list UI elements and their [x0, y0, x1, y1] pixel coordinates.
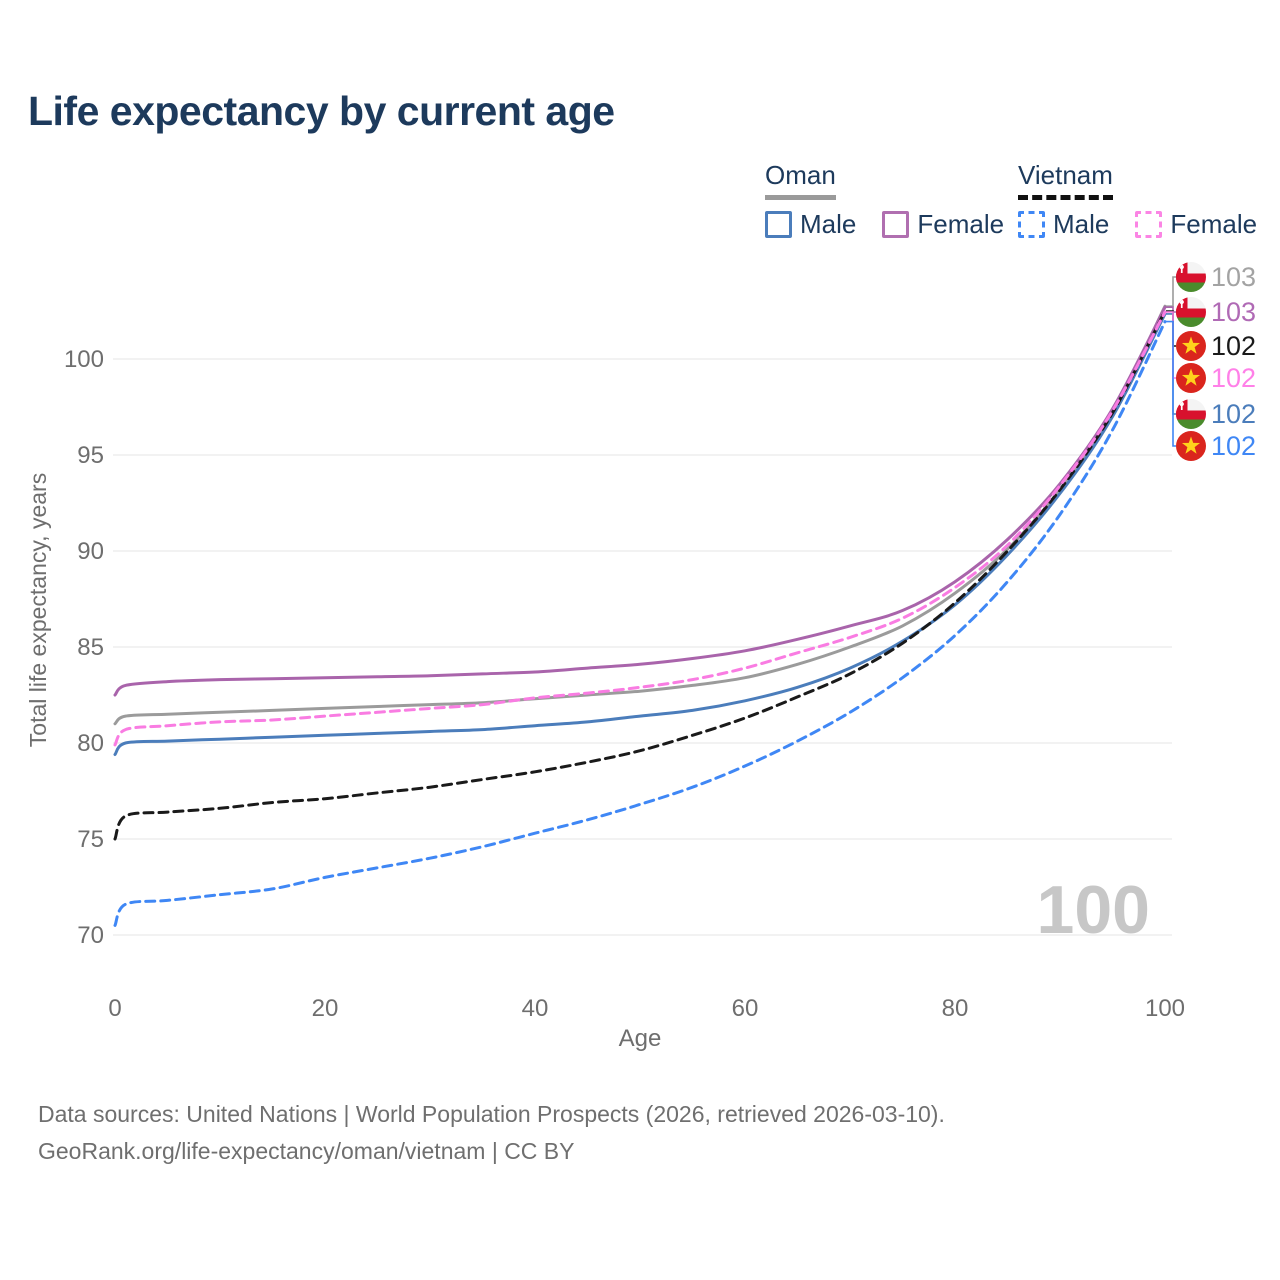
legend-label-oman-female: Female: [917, 209, 1005, 239]
leader-line-oman-total: [1166, 276, 1176, 307]
footer-attribution: GeoRank.org/life-expectancy/oman/vietnam…: [38, 1138, 575, 1164]
end-label-vietnam-male: 102: [1211, 431, 1256, 461]
y-axis-label: Total life expectancy, years: [25, 473, 51, 747]
y-tick-70: 70: [77, 922, 104, 949]
legend-country-oman: Oman: [765, 160, 836, 200]
leader-line-oman-male: [1166, 313, 1176, 415]
oman-female-swatch-icon: [882, 211, 910, 238]
x-tick-0: 0: [108, 995, 121, 1022]
leader-line-vietnam-male: [1166, 320, 1176, 447]
x-tick-100: 100: [1145, 995, 1185, 1022]
y-tick-100: 100: [64, 346, 104, 373]
y-tick-90: 90: [77, 538, 104, 565]
end-label-oman-male: 102: [1211, 399, 1256, 429]
y-tick-85: 85: [77, 634, 104, 661]
vietnam-female-swatch-icon: [1135, 211, 1163, 238]
oman-flag-icon: [1176, 297, 1206, 327]
vietnam-flag-icon: [1176, 431, 1206, 461]
oman-male-swatch-icon: [765, 211, 792, 238]
legend-group-oman: Oman Male Female: [765, 160, 1004, 240]
legend-item-vietnam-female[interactable]: Female: [1135, 209, 1257, 240]
legend-items-vietnam: Male Female: [1018, 209, 1257, 240]
end-label-vietnam-female: 102: [1211, 363, 1256, 393]
legend: Oman Male Female Vietnam Male Female: [0, 160, 1280, 250]
legend-item-oman-female[interactable]: Female: [882, 209, 1004, 240]
series-line-oman-male[interactable]: [113, 312, 1167, 757]
chart-area: 70 75 80 85 90 95 100 0 20 40 60 80 100 Age Total life…: [0, 250, 1280, 1060]
page-title: Life expectancy by current age: [28, 88, 615, 134]
legend-label-vietnam-male: Male: [1053, 209, 1110, 239]
x-tick-80: 80: [942, 995, 969, 1022]
leader-line-oman-female: [1166, 306, 1176, 313]
x-axis-label: Age: [619, 1025, 662, 1052]
leader-line-vietnam-total: [1166, 310, 1176, 347]
vietnam-flag-icon: [1176, 363, 1206, 393]
vietnam-male-swatch-icon: [1018, 211, 1045, 238]
series-line-oman-total[interactable]: [113, 304, 1167, 726]
legend-label-oman-male: Male: [800, 209, 857, 239]
legend-group-vietnam: Vietnam Male Female: [1018, 160, 1257, 240]
legend-label-vietnam-female: Female: [1170, 209, 1258, 239]
x-tick-40: 40: [522, 995, 549, 1022]
series-line-vietnam-female[interactable]: [113, 310, 1167, 747]
legend-items-oman: Male Female: [765, 209, 1004, 240]
footer-sources: Data sources: United Nations | World Pop…: [38, 1101, 945, 1127]
end-label-oman-total: 103: [1211, 262, 1256, 292]
legend-item-oman-male[interactable]: Male: [765, 209, 856, 240]
end-label-vietnam-total: 102: [1211, 331, 1256, 361]
legend-country-vietnam: Vietnam: [1018, 160, 1113, 200]
x-tick-20: 20: [312, 995, 339, 1022]
series-line-vietnam-total[interactable]: [113, 309, 1167, 841]
footer: Data sources: United Nations | World Pop…: [38, 1096, 945, 1170]
legend-item-vietnam-male[interactable]: Male: [1018, 209, 1109, 240]
chart-svg[interactable]: 70 75 80 85 90 95 100 0 20 40 60 80 100 Age Total life…: [0, 250, 1280, 1060]
series-line-vietnam-male[interactable]: [113, 320, 1167, 927]
vietnam-flag-icon: [1176, 331, 1206, 361]
x-tick-60: 60: [732, 995, 759, 1022]
end-label-oman-female: 103: [1211, 297, 1256, 327]
oman-flag-icon: [1176, 262, 1206, 292]
age-watermark: 100: [1037, 872, 1150, 948]
oman-flag-icon: [1176, 399, 1206, 429]
y-tick-75: 75: [77, 826, 104, 853]
y-tick-80: 80: [77, 730, 104, 757]
series-line-oman-female[interactable]: [113, 305, 1167, 697]
y-tick-95: 95: [77, 442, 104, 469]
